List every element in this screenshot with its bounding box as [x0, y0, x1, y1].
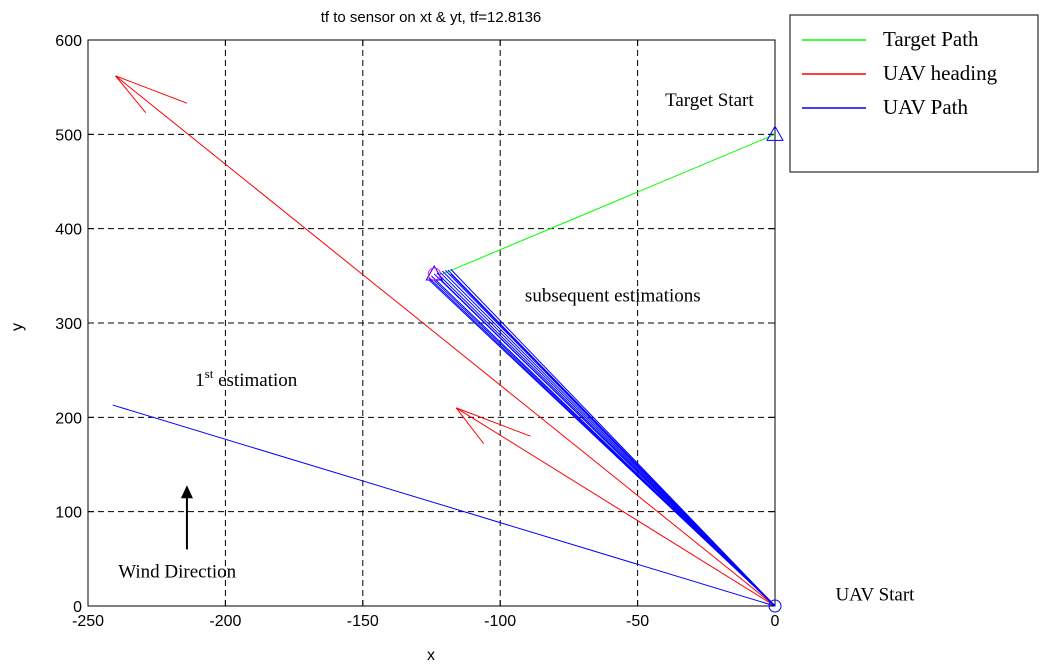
- uav-path-estimate-line: [433, 280, 776, 607]
- x-tick-label: -100: [484, 613, 516, 630]
- x-axis-label: x: [427, 647, 435, 664]
- y-tick-label: 400: [55, 222, 82, 239]
- annotation-text: Target Start: [665, 90, 754, 111]
- annotation-text: UAV Start: [835, 584, 915, 605]
- legend-box: [789, 14, 1039, 173]
- chart-title: tf to sensor on xt & yt, tf=12.8136: [321, 9, 542, 26]
- y-tick-label: 300: [55, 316, 82, 333]
- annotation-text: Wind Direction: [118, 562, 236, 583]
- legend: Target Path UAV heading UAV Path: [789, 14, 1039, 173]
- heading-arrowhead: [115, 75, 147, 113]
- x-tick-label: -50: [626, 613, 649, 630]
- x-tick-label: -200: [209, 613, 241, 630]
- gridlines: [88, 40, 775, 606]
- axis-ticks: -250 -200 -150 -100 -50 0 0 100 200 300 400 500 600: [55, 33, 779, 630]
- wind-direction-arrowhead: [180, 485, 193, 499]
- circle-marker: [768, 599, 782, 613]
- x-tick-label: -250: [72, 613, 104, 630]
- triangle-marker: [766, 125, 784, 141]
- series-layer: [112, 75, 776, 607]
- legend-label: UAV heading: [883, 61, 998, 85]
- heading-arrowhead: [115, 75, 188, 104]
- series-line-uav-heading: [455, 407, 776, 607]
- series-line-uav-heading: [115, 75, 776, 607]
- series-line-target-path: [442, 133, 776, 275]
- heading-arrowhead: [456, 407, 531, 437]
- x-tick-label: -150: [347, 613, 379, 630]
- heading-arrowhead: [455, 407, 485, 445]
- y-tick-label: 0: [73, 599, 82, 616]
- legend-label: Target Path: [883, 27, 979, 51]
- series-line-uav-path: [112, 404, 776, 607]
- y-axis-label: y: [9, 323, 26, 331]
- annotation-text: 1st estimation: [195, 366, 298, 391]
- circle-marker: [427, 267, 441, 281]
- y-tick-label: 500: [55, 127, 82, 144]
- y-tick-label: 100: [55, 505, 82, 522]
- uav-path-estimate-line: [450, 268, 776, 607]
- legend-label: UAV Path: [883, 95, 968, 119]
- annotation-layer: Target Start subsequent estimations 1st es…: [118, 90, 915, 605]
- x-tick-label: 0: [771, 613, 780, 630]
- annotation-text: subsequent estimations: [525, 285, 701, 306]
- y-tick-label: 200: [55, 410, 82, 427]
- y-tick-label: 600: [55, 33, 82, 50]
- uav-path-estimate-line: [439, 278, 776, 607]
- uav-path-estimate-line: [450, 273, 776, 607]
- marker-layer: [425, 125, 784, 613]
